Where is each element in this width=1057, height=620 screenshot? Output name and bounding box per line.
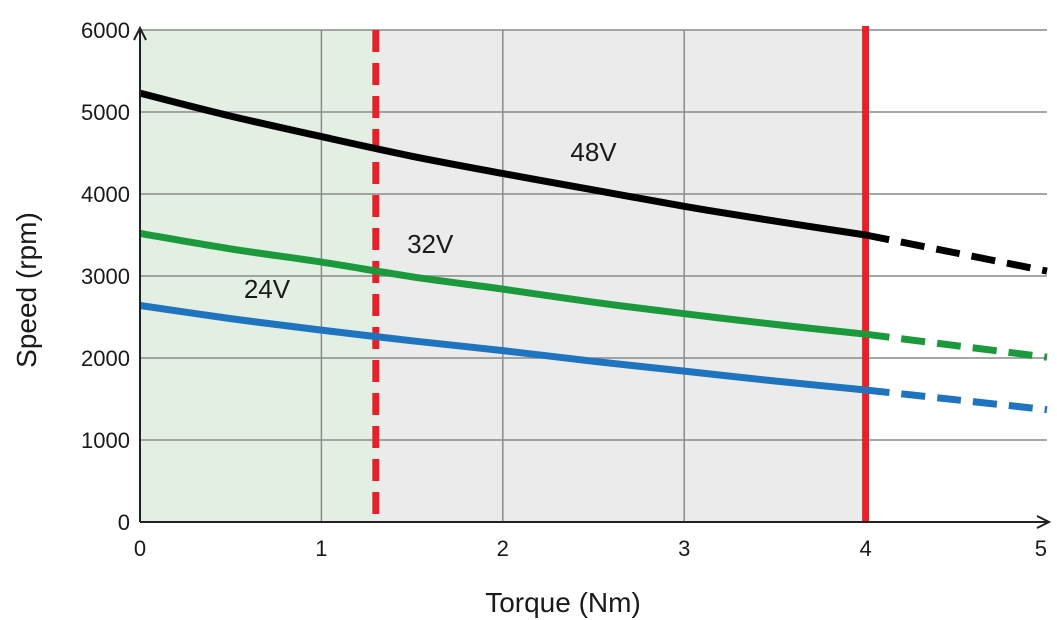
series-labels: 48V 32V 24V [244,137,617,304]
series-line-48v [139,89,867,239]
axes [133,25,1052,529]
x-tick-label-0: 0 [134,536,146,561]
y-tick-label-5000: 5000 [81,100,130,125]
y-tick-label-6000: 6000 [81,18,130,43]
y-tick-label-1000: 1000 [81,428,130,453]
series-line-24v [139,302,866,394]
y-tick-label-0: 0 [118,510,130,535]
x-tick-label-4: 4 [859,536,871,561]
series-label-24v: 24V [244,274,291,304]
limit-lines [372,26,870,522]
y-tick-label-2000: 2000 [81,346,130,371]
y-tick-label-4000: 4000 [81,182,130,207]
series-label-32v: 32V [407,229,454,259]
series-line-32v [139,229,866,338]
tick-labels: 0 1 2 3 4 5 0 1000 2000 3000 4000 5000 6000 [81,18,1047,561]
x-axis-title: Torque (Nm) [485,587,641,618]
x-tick-label-1: 1 [315,536,327,561]
x-tick-label-5: 5 [1035,536,1047,561]
series-line-dashed-24v [865,386,1048,414]
y-tick-label-3000: 3000 [81,264,130,289]
series-line-dashed-48v [864,231,1048,275]
series-line-dashed-32v [865,330,1048,361]
y-axis-arrowhead [133,25,147,41]
x-tick-label-3: 3 [678,536,690,561]
x-axis-arrowhead [1036,515,1052,529]
series-lines [139,89,1048,414]
y-axis-title: Speed (rpm) [11,212,42,368]
x-tick-label-2: 2 [497,536,509,561]
series-label-48v: 48V [570,137,617,167]
